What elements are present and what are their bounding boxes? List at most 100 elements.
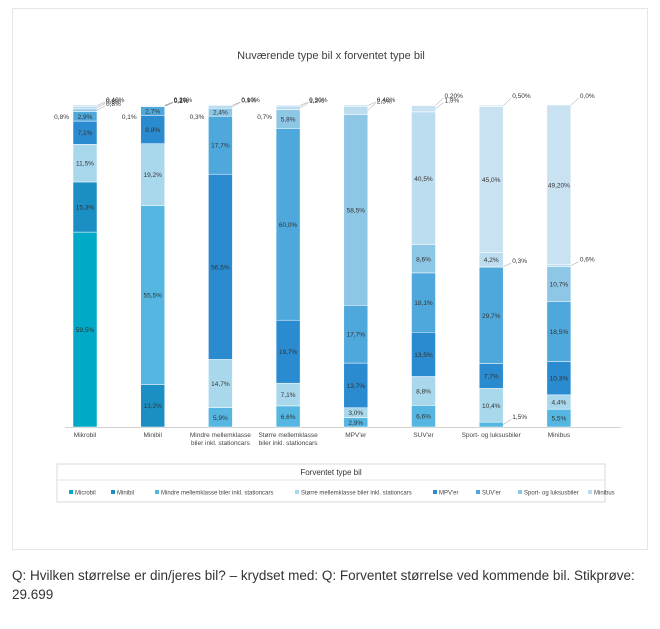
data-label: 2,9% bbox=[348, 420, 363, 427]
bar-segment bbox=[478, 388, 504, 423]
legend-swatch bbox=[433, 490, 437, 494]
data-label: 17,7% bbox=[347, 332, 366, 339]
data-label: 0,40% bbox=[106, 97, 125, 104]
data-label: 6,6% bbox=[416, 414, 431, 421]
left-data-label: 0,1% bbox=[122, 114, 137, 121]
data-label: 15,3% bbox=[76, 205, 95, 212]
data-label: 7,1% bbox=[281, 392, 296, 399]
bar-segment bbox=[478, 421, 504, 428]
label-leader bbox=[570, 97, 580, 106]
data-label: 0,9% bbox=[241, 97, 256, 104]
left-data-label: 0,3% bbox=[190, 114, 205, 121]
bar-segment bbox=[72, 231, 98, 428]
label-leader bbox=[435, 102, 444, 109]
label-leader bbox=[570, 261, 580, 266]
bar-segment bbox=[208, 105, 233, 109]
chart-caption: Q: Hvilken størrelse er din/jeres bil? –… bbox=[12, 568, 635, 602]
legend-item: Microbil bbox=[75, 491, 96, 497]
bar-segment bbox=[343, 104, 369, 107]
left-data-label: 0,8% bbox=[54, 114, 69, 121]
data-label: 0,3% bbox=[512, 258, 527, 265]
category-label: Minibil bbox=[143, 432, 162, 439]
label-leader bbox=[96, 103, 106, 108]
data-label: 2,9% bbox=[78, 114, 93, 121]
data-label: 49,20% bbox=[548, 182, 570, 189]
label-leader bbox=[503, 97, 512, 106]
data-label: 8,6% bbox=[416, 256, 431, 263]
data-label: 13,5% bbox=[414, 352, 433, 359]
bar-segment bbox=[478, 104, 504, 107]
data-label: 5,8% bbox=[281, 117, 296, 124]
category-label: Sport- og luksusbiler bbox=[462, 432, 522, 439]
bar-segment bbox=[72, 108, 98, 112]
data-label: 13,7% bbox=[347, 383, 366, 390]
data-label: 0,40% bbox=[377, 97, 396, 104]
label-leader bbox=[164, 102, 173, 107]
bar-segment bbox=[208, 173, 233, 360]
legend-item: Minibil bbox=[117, 491, 134, 497]
data-label: 8,8% bbox=[416, 388, 431, 395]
data-label: 0,8% bbox=[106, 98, 121, 105]
data-label: 5,5% bbox=[551, 416, 566, 423]
category-label: SUV'er bbox=[413, 432, 434, 439]
left-data-label: 0,7% bbox=[257, 114, 272, 121]
data-label: 19,2% bbox=[143, 172, 162, 179]
bar-segment bbox=[343, 114, 369, 306]
data-label: 5,9% bbox=[213, 415, 228, 422]
bar-segment bbox=[343, 106, 369, 115]
data-label: 0,10% bbox=[241, 97, 260, 104]
bar-segment bbox=[411, 111, 436, 245]
bar-segment bbox=[343, 305, 369, 364]
label-leader bbox=[299, 102, 309, 109]
category-label: MPV'er bbox=[345, 432, 367, 439]
label-leader bbox=[96, 101, 106, 106]
data-label: 0,20% bbox=[445, 93, 464, 100]
label-leader bbox=[503, 418, 512, 425]
data-label: 0,1% bbox=[174, 98, 189, 105]
label-leader bbox=[367, 103, 376, 111]
legend-swatch bbox=[518, 490, 522, 494]
bar-segment bbox=[478, 266, 504, 364]
data-label: 60,0% bbox=[279, 222, 298, 229]
data-label: 0,30% bbox=[309, 97, 328, 104]
data-label: 4,2% bbox=[484, 257, 499, 264]
bar-segment bbox=[140, 104, 165, 106]
bar-segment bbox=[546, 301, 572, 362]
label-leader bbox=[164, 101, 173, 106]
stacked-bar-chart: Nuværende type bil x forventet type bil 5… bbox=[54, 50, 621, 503]
data-label: 19,7% bbox=[279, 349, 298, 356]
bar-segment bbox=[411, 376, 436, 406]
data-label: 0,0% bbox=[580, 93, 595, 100]
legend-swatch bbox=[111, 490, 115, 494]
category-label: biler inkl. stationcars bbox=[259, 440, 319, 447]
label-leader bbox=[300, 101, 309, 106]
data-label: 40,5% bbox=[414, 176, 433, 183]
label-leader bbox=[503, 262, 512, 267]
data-label: 14,7% bbox=[211, 381, 230, 388]
legend-item: Minibus bbox=[594, 491, 615, 497]
legend-item: Større mellemklasse biler inkl. stationc… bbox=[301, 491, 412, 497]
legend-item: SUV'er bbox=[482, 491, 501, 497]
label-leader bbox=[435, 97, 444, 106]
label-leader bbox=[164, 102, 173, 107]
bar-segment bbox=[72, 181, 98, 233]
bar-segment bbox=[411, 105, 436, 113]
legend-swatch bbox=[69, 490, 73, 494]
data-label: 13,2% bbox=[143, 403, 162, 410]
data-label: 0,50% bbox=[512, 93, 531, 100]
legend-box bbox=[56, 463, 606, 503]
bar-segment bbox=[275, 105, 301, 111]
bar-segment bbox=[546, 264, 572, 267]
bar-segment bbox=[411, 104, 436, 106]
data-label: 1,2% bbox=[309, 98, 324, 105]
bar-segment bbox=[275, 104, 301, 107]
legend-item: Sport- og luksusbiler bbox=[524, 491, 579, 497]
data-label: 1,9% bbox=[445, 98, 460, 105]
data-label: 59,5% bbox=[76, 327, 95, 334]
category-label: biler inkl. stationcars bbox=[191, 440, 251, 447]
data-label: 18,5% bbox=[550, 329, 569, 336]
data-label: 2,5% bbox=[377, 98, 392, 105]
label-leader bbox=[367, 101, 376, 106]
category-label: Mindre mellemklasse bbox=[190, 432, 251, 439]
data-label: 18,1% bbox=[414, 300, 433, 307]
